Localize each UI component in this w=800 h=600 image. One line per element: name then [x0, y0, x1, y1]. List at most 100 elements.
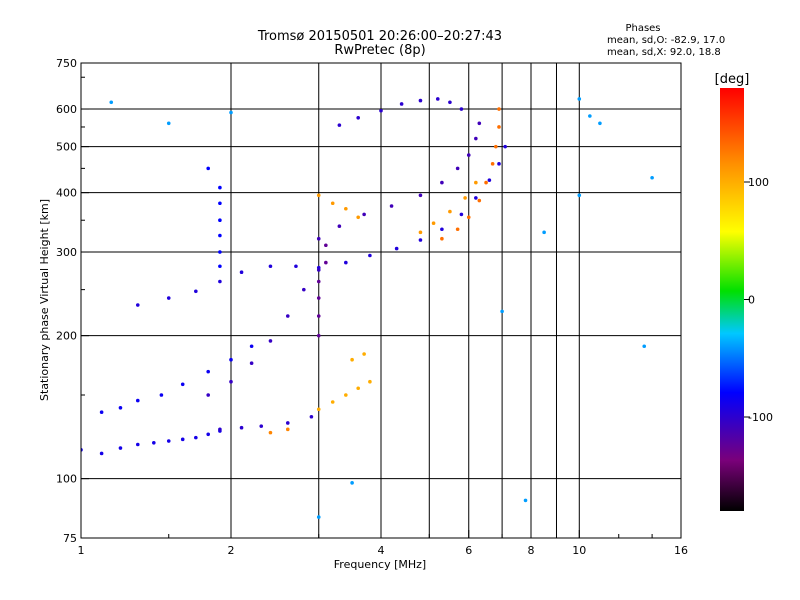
data-point	[344, 206, 348, 211]
data-point	[440, 227, 444, 232]
data-point	[474, 180, 478, 185]
data-point	[497, 125, 501, 129]
data-point	[268, 339, 273, 343]
data-point	[431, 221, 436, 225]
data-point	[268, 264, 273, 269]
data-point	[418, 98, 423, 103]
y-tick-label: 400	[56, 187, 77, 200]
data-point	[542, 230, 546, 235]
data-point	[344, 393, 348, 397]
y-tick-label: 75	[63, 532, 77, 545]
x-axis: 1 2 4 6 8 10 16	[78, 530, 688, 557]
y-tick-label: 100	[56, 473, 77, 486]
data-point	[316, 236, 321, 241]
data-point	[440, 236, 444, 241]
chart-subtitle: RwPretec (8p)	[334, 43, 425, 58]
data-point	[166, 121, 171, 126]
data-point	[109, 100, 114, 105]
data-point	[356, 386, 360, 391]
data-point	[285, 314, 290, 318]
data-point	[324, 243, 328, 248]
data-point	[463, 196, 467, 200]
data-point	[229, 357, 233, 362]
data-point	[523, 498, 528, 503]
data-point	[316, 515, 321, 519]
data-point	[166, 296, 171, 300]
data-point	[206, 393, 210, 397]
colorbar-label: [deg]	[715, 72, 750, 87]
data-point	[194, 435, 198, 440]
data-point	[206, 369, 210, 374]
data-point	[500, 309, 504, 314]
data-point	[497, 162, 501, 166]
data-point	[459, 212, 464, 217]
data-point	[448, 100, 452, 105]
data-point	[448, 209, 452, 214]
info-line-o: mean, sd,O: -82.9, 17.0	[607, 35, 725, 46]
data-point	[494, 144, 498, 149]
y-tick-label: 600	[56, 103, 77, 116]
data-point	[285, 427, 290, 432]
data-point	[218, 427, 222, 432]
data-point	[477, 121, 482, 126]
data-point	[268, 430, 273, 435]
info-line-x: mean, sd,X: 92.0, 18.8	[607, 47, 721, 58]
data-point	[330, 201, 335, 206]
data-point	[118, 446, 123, 450]
data-point	[598, 121, 602, 126]
y-tick-label: 300	[56, 246, 77, 259]
data-point	[316, 279, 321, 284]
data-point	[490, 162, 495, 166]
data-point	[455, 166, 460, 171]
data-point	[135, 398, 140, 403]
data-point	[474, 136, 478, 141]
x-tick-label: 4	[378, 544, 385, 557]
data-point	[218, 279, 222, 284]
data-point	[435, 97, 440, 101]
data-point	[135, 442, 140, 447]
colorbar-tick-label: 100	[748, 176, 769, 189]
data-point	[316, 296, 321, 300]
colorbar-tick-label: -100	[748, 411, 773, 424]
data-point	[356, 215, 360, 220]
y-tick-label: 500	[56, 141, 77, 154]
data-point	[316, 407, 321, 412]
y-axis: 75 100 200 300 400 500 600 750	[56, 57, 89, 545]
data-point	[99, 451, 104, 456]
y-tick-label: 750	[56, 57, 77, 70]
data-point	[166, 439, 171, 443]
data-point	[368, 379, 372, 384]
data-point	[309, 414, 314, 419]
data-point	[497, 107, 501, 111]
data-point	[159, 393, 164, 397]
data-point	[249, 344, 254, 349]
data-point	[239, 425, 244, 430]
data-point	[356, 116, 360, 120]
data-point	[218, 185, 222, 190]
data-point	[503, 144, 507, 149]
data-point	[206, 166, 210, 171]
data-point	[379, 108, 383, 113]
data-point	[218, 233, 222, 238]
data-point	[316, 268, 321, 272]
data-point	[206, 432, 210, 437]
colorbar	[720, 88, 744, 511]
data-point	[344, 260, 348, 265]
x-tick-label: 1	[78, 544, 85, 557]
data-point	[316, 333, 321, 338]
data-point	[394, 246, 399, 251]
data-point	[399, 102, 404, 106]
data-point	[316, 193, 321, 198]
data-point	[194, 289, 198, 294]
data-point	[642, 344, 647, 349]
grid	[81, 63, 681, 538]
data-point	[368, 253, 372, 258]
data-point	[218, 264, 222, 269]
x-axis-label: Frequency [MHz]	[334, 558, 426, 571]
data-point	[239, 270, 244, 275]
data-point	[180, 437, 185, 442]
data-point	[418, 238, 423, 242]
data-point	[324, 260, 328, 265]
data-point	[389, 204, 394, 208]
